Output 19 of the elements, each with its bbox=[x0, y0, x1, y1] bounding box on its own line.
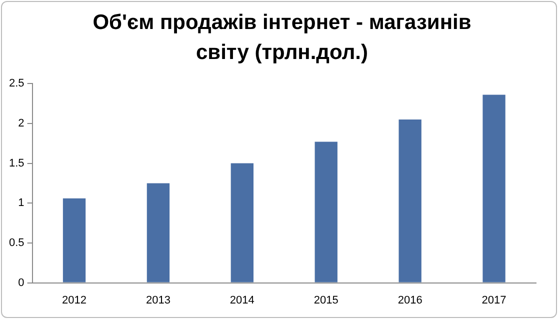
bar bbox=[62, 198, 86, 282]
y-tick-label: 2.5 bbox=[8, 78, 24, 90]
y-tick-label: 0.5 bbox=[8, 236, 24, 249]
x-tick-label: 2017 bbox=[482, 294, 506, 306]
x-tick-label: 2014 bbox=[230, 294, 254, 306]
bar bbox=[146, 183, 170, 282]
y-tick-label: 0 bbox=[18, 276, 24, 289]
y-tick-label: 2 bbox=[18, 117, 24, 130]
y-tick-label: 1 bbox=[18, 197, 24, 210]
x-tick-label: 2012 bbox=[62, 294, 87, 306]
bar bbox=[230, 163, 254, 282]
x-tick-label: 2015 bbox=[314, 294, 338, 306]
chart-title: Об'єм продажів інтернет - магазинів світу (трлн.дол.) bbox=[92, 10, 472, 66]
x-tick-label: 2016 bbox=[398, 294, 422, 306]
bar bbox=[314, 142, 338, 282]
bar bbox=[398, 119, 422, 282]
y-tick-label: 1.5 bbox=[8, 157, 24, 170]
x-tick-label: 2013 bbox=[146, 294, 170, 306]
bar bbox=[482, 94, 506, 282]
